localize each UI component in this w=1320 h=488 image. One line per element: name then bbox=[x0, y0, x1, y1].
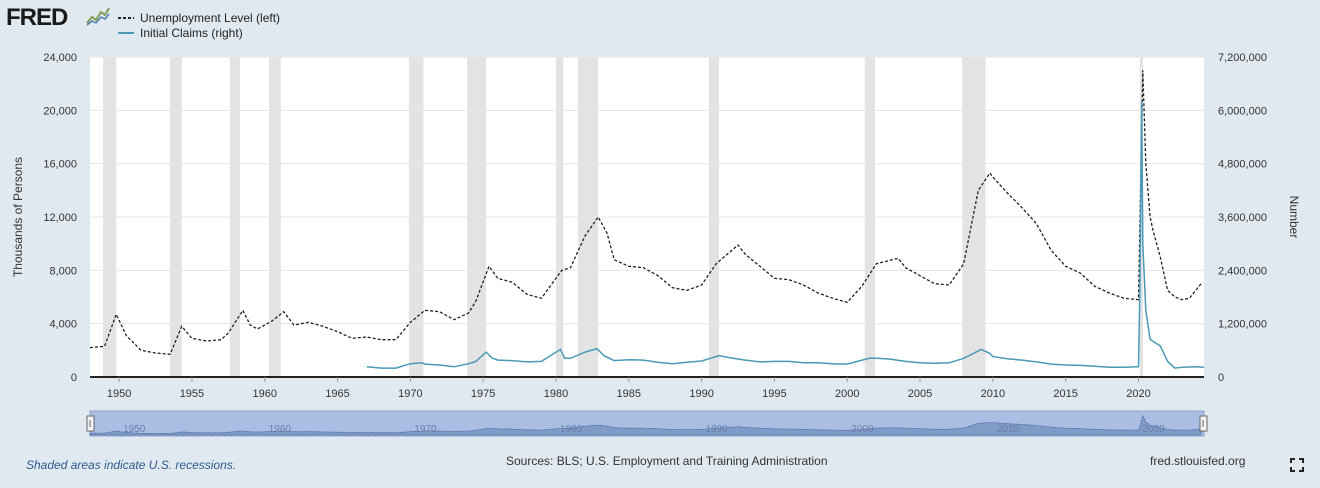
x-axis-ticks: 1950 1955 1960 1965 1970 1975 1980 1985 1990 1995… bbox=[107, 377, 1151, 400]
chart-canvas: 1950 1955 1960 1965 1970 1975 1980 1985 1990 1995… bbox=[11, 52, 1301, 437]
dashed-line-swatch-icon bbox=[118, 17, 134, 19]
fred-graph-icon bbox=[86, 6, 110, 26]
y-right-tick-label: 3,600,000 bbox=[1218, 212, 1267, 224]
x-tick-label: 1995 bbox=[762, 388, 786, 400]
navigator-year-label: 1990 bbox=[706, 424, 729, 435]
navigator-year-label: 2020 bbox=[1142, 424, 1165, 435]
y-left-tick-label: 12,000 bbox=[43, 212, 77, 224]
chart-header: FRED Unemployment Level (left) Initial C… bbox=[0, 0, 1320, 48]
sources-text: Sources: BLS; U.S. Employment and Traini… bbox=[506, 454, 828, 468]
x-tick-label: 1970 bbox=[398, 388, 422, 400]
y-axis-right-ticks: 0 1,200,000 2,400,000 3,600,000 4,800,000 6,0… bbox=[1218, 52, 1267, 384]
x-tick-label: 2010 bbox=[981, 388, 1005, 400]
x-tick-label: 1965 bbox=[325, 388, 349, 400]
x-tick-label: 1950 bbox=[107, 388, 131, 400]
y-left-tick-label: 20,000 bbox=[43, 105, 77, 117]
navigator-year-labels: 1950 1960 1970 1980 1990 2000 2010 2020 bbox=[123, 424, 1165, 435]
y-right-tick-label: 4,800,000 bbox=[1218, 159, 1267, 171]
y-right-tick-label: 1,200,000 bbox=[1218, 319, 1267, 331]
x-tick-label: 2020 bbox=[1126, 388, 1150, 400]
legend-item-initial-claims[interactable]: Initial Claims (right) bbox=[118, 25, 243, 41]
navigator-area bbox=[89, 414, 1202, 436]
solid-line-swatch-icon bbox=[118, 32, 134, 34]
y-right-tick-label: 6,000,000 bbox=[1218, 105, 1267, 117]
x-tick-label: 1980 bbox=[544, 388, 568, 400]
recession-note: Shaded areas indicate U.S. recessions. bbox=[26, 458, 237, 472]
x-tick-label: 1985 bbox=[617, 388, 641, 400]
y-left-tick-label: 24,000 bbox=[43, 52, 77, 64]
series-line-unemployment-level bbox=[89, 70, 1202, 355]
y-axis-right-title: Number bbox=[1287, 196, 1301, 239]
y-left-tick-label: 16,000 bbox=[43, 159, 77, 171]
legend-label-initial-claims: Initial Claims (right) bbox=[140, 26, 243, 40]
navigator-year-label: 1980 bbox=[560, 424, 583, 435]
x-tick-label: 2000 bbox=[835, 388, 859, 400]
x-tick-label: 1990 bbox=[689, 388, 713, 400]
navigator-year-label: 1950 bbox=[123, 424, 146, 435]
y-axis-left-ticks: 0 4,000 8,000 12,000 16,000 20,000 24,000 bbox=[43, 52, 77, 384]
legend-label-unemployment: Unemployment Level (left) bbox=[140, 11, 281, 25]
y-left-tick-label: 0 bbox=[71, 372, 77, 384]
x-tick-label: 1960 bbox=[253, 388, 277, 400]
range-handle-right[interactable] bbox=[1199, 415, 1208, 432]
x-tick-label: 1955 bbox=[180, 388, 204, 400]
gridlines bbox=[90, 56, 1204, 325]
series-line-initial-claims bbox=[366, 101, 1205, 369]
x-tick-label: 1975 bbox=[471, 388, 495, 400]
y-right-tick-label: 7,200,000 bbox=[1218, 52, 1267, 64]
navigator-year-label: 1960 bbox=[269, 424, 292, 435]
navigator-mini-chart bbox=[89, 414, 1202, 436]
y-right-tick-label: 0 bbox=[1218, 372, 1224, 384]
site-link[interactable]: fred.stlouisfed.org bbox=[1150, 454, 1246, 468]
navigator-year-label: 2000 bbox=[851, 424, 874, 435]
fred-logo[interactable]: FRED bbox=[6, 4, 68, 31]
legend-item-unemployment[interactable]: Unemployment Level (left) bbox=[118, 10, 280, 26]
y-left-tick-label: 8,000 bbox=[49, 265, 77, 277]
navigator-year-label: 2010 bbox=[997, 424, 1020, 435]
x-tick-label: 2005 bbox=[908, 388, 932, 400]
fullscreen-icon[interactable] bbox=[1290, 458, 1304, 472]
range-handle-left[interactable] bbox=[86, 415, 95, 432]
x-tick-label: 2015 bbox=[1053, 388, 1077, 400]
series-lines bbox=[89, 70, 1205, 369]
navigator-year-label: 1970 bbox=[414, 424, 437, 435]
y-left-tick-label: 4,000 bbox=[49, 319, 77, 331]
y-right-tick-label: 2,400,000 bbox=[1218, 265, 1267, 277]
y-axis-left-title: Thousands of Persons bbox=[11, 157, 25, 277]
